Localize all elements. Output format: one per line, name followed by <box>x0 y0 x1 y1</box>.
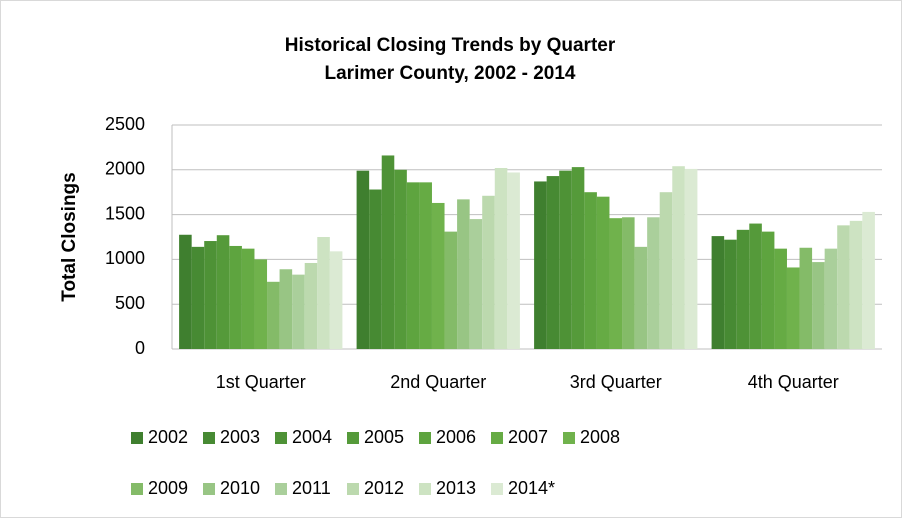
legend-swatch <box>491 432 503 444</box>
legend-swatch <box>419 483 431 495</box>
bar <box>837 225 850 349</box>
legend-label: 2011 <box>292 478 331 498</box>
bar <box>431 202 445 349</box>
bar <box>507 172 520 349</box>
bar <box>596 196 610 349</box>
bar <box>724 239 737 349</box>
bar <box>329 251 343 349</box>
bar <box>571 167 585 349</box>
bar <box>684 168 698 349</box>
bar <box>469 219 483 349</box>
bar <box>546 176 560 349</box>
bar <box>292 274 305 349</box>
legend-swatch <box>203 432 215 444</box>
bar <box>204 241 217 349</box>
bar <box>179 234 192 349</box>
bar <box>749 223 762 349</box>
legend-label: 2009 <box>148 478 188 498</box>
bar <box>394 169 407 349</box>
bar <box>824 248 838 349</box>
y-axis-label: Total Closings <box>59 172 80 301</box>
legend-swatch <box>347 483 359 495</box>
legend-swatch <box>275 483 287 495</box>
bar <box>279 269 293 349</box>
bar <box>191 246 205 349</box>
x-tick-label: 4th Quarter <box>748 372 839 392</box>
bar <box>799 247 813 349</box>
bar <box>634 246 648 349</box>
legend-swatch <box>275 432 287 444</box>
bar <box>774 248 787 349</box>
y-tick-label: 2500 <box>105 114 145 134</box>
x-tick-label: 2nd Quarter <box>390 372 486 392</box>
legend-label: 2013 <box>436 478 476 498</box>
bar <box>584 192 597 349</box>
bar <box>216 235 230 349</box>
bar <box>444 231 458 349</box>
y-tick-label: 2000 <box>105 159 145 179</box>
bar <box>609 218 623 349</box>
legend-swatch <box>131 483 143 495</box>
bar <box>849 220 863 349</box>
legend-label: 2005 <box>364 427 404 447</box>
bar <box>381 155 395 349</box>
legend-label: 2007 <box>508 427 548 447</box>
bar <box>647 217 660 349</box>
bar <box>457 199 470 349</box>
legend-swatch <box>131 432 143 444</box>
bar <box>419 182 432 349</box>
bar <box>622 217 635 349</box>
legend-swatch <box>563 432 575 444</box>
bar <box>711 236 725 349</box>
bar <box>534 181 547 349</box>
chart-title: Historical Closing Trends by Quarter <box>285 35 616 56</box>
chart-subtitle: Larimer County, 2002 - 2014 <box>325 63 576 84</box>
legend-label: 2012 <box>364 478 404 498</box>
bar <box>254 259 268 349</box>
legend-label: 2006 <box>436 427 476 447</box>
bar <box>356 170 370 349</box>
x-tick-label: 1st Quarter <box>216 372 306 392</box>
bar <box>761 231 775 349</box>
bar <box>317 237 330 349</box>
bar <box>812 262 825 349</box>
bar <box>369 189 382 349</box>
bar <box>267 281 280 349</box>
bar <box>559 170 572 349</box>
legend-label: 2004 <box>292 427 332 447</box>
legend-label: 2002 <box>148 427 188 447</box>
legend-label: 2008 <box>580 427 620 447</box>
y-tick-label: 1000 <box>105 248 145 268</box>
y-tick-label: 500 <box>115 293 145 313</box>
legend-label: 2014* <box>508 478 555 498</box>
legend-swatch <box>419 432 431 444</box>
legend-swatch <box>491 483 503 495</box>
bar <box>304 262 318 349</box>
bar <box>659 192 673 349</box>
legend-swatch <box>347 432 359 444</box>
bar <box>494 168 508 349</box>
legend-swatch <box>203 483 215 495</box>
y-tick-label: 0 <box>135 338 145 358</box>
bar <box>736 229 750 349</box>
bar <box>241 248 255 349</box>
bar <box>406 182 420 349</box>
bar <box>862 211 875 349</box>
bar <box>786 267 800 349</box>
bar <box>482 195 495 349</box>
legend-label: 2003 <box>220 427 260 447</box>
bar <box>229 245 242 349</box>
bar <box>672 166 685 349</box>
x-tick-label: 3rd Quarter <box>570 372 662 392</box>
legend-label: 2010 <box>220 478 260 498</box>
y-tick-label: 1500 <box>105 203 145 223</box>
